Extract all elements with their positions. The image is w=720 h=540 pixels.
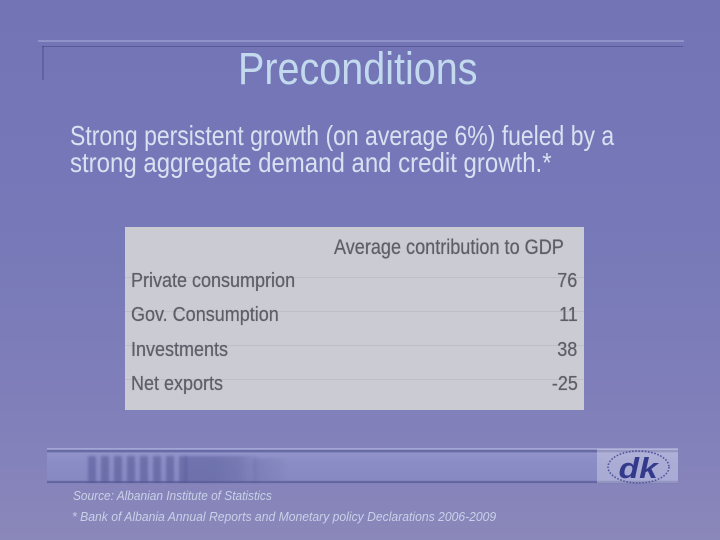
svg-text:dk: dk: [619, 453, 660, 485]
